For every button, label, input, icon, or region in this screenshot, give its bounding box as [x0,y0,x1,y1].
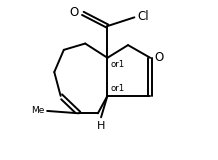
Text: Me: Me [31,106,45,115]
Text: or1: or1 [111,84,125,93]
Text: O: O [70,6,79,19]
Text: H: H [97,121,105,131]
Text: or1: or1 [111,60,125,69]
Text: Cl: Cl [138,10,150,23]
Text: O: O [154,51,164,64]
